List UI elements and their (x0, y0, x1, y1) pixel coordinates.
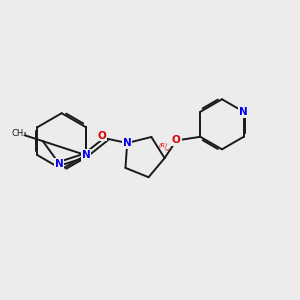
Text: N: N (123, 138, 132, 148)
Text: O: O (98, 131, 106, 141)
Text: N: N (123, 138, 132, 148)
Text: N: N (239, 107, 248, 117)
Text: (R): (R) (158, 143, 168, 148)
Text: ·ₐᵢ: ·ₐᵢ (163, 146, 169, 152)
Text: CH₃: CH₃ (12, 129, 27, 138)
Text: N: N (82, 150, 90, 160)
Text: O: O (172, 136, 181, 146)
Text: N: N (55, 159, 64, 169)
